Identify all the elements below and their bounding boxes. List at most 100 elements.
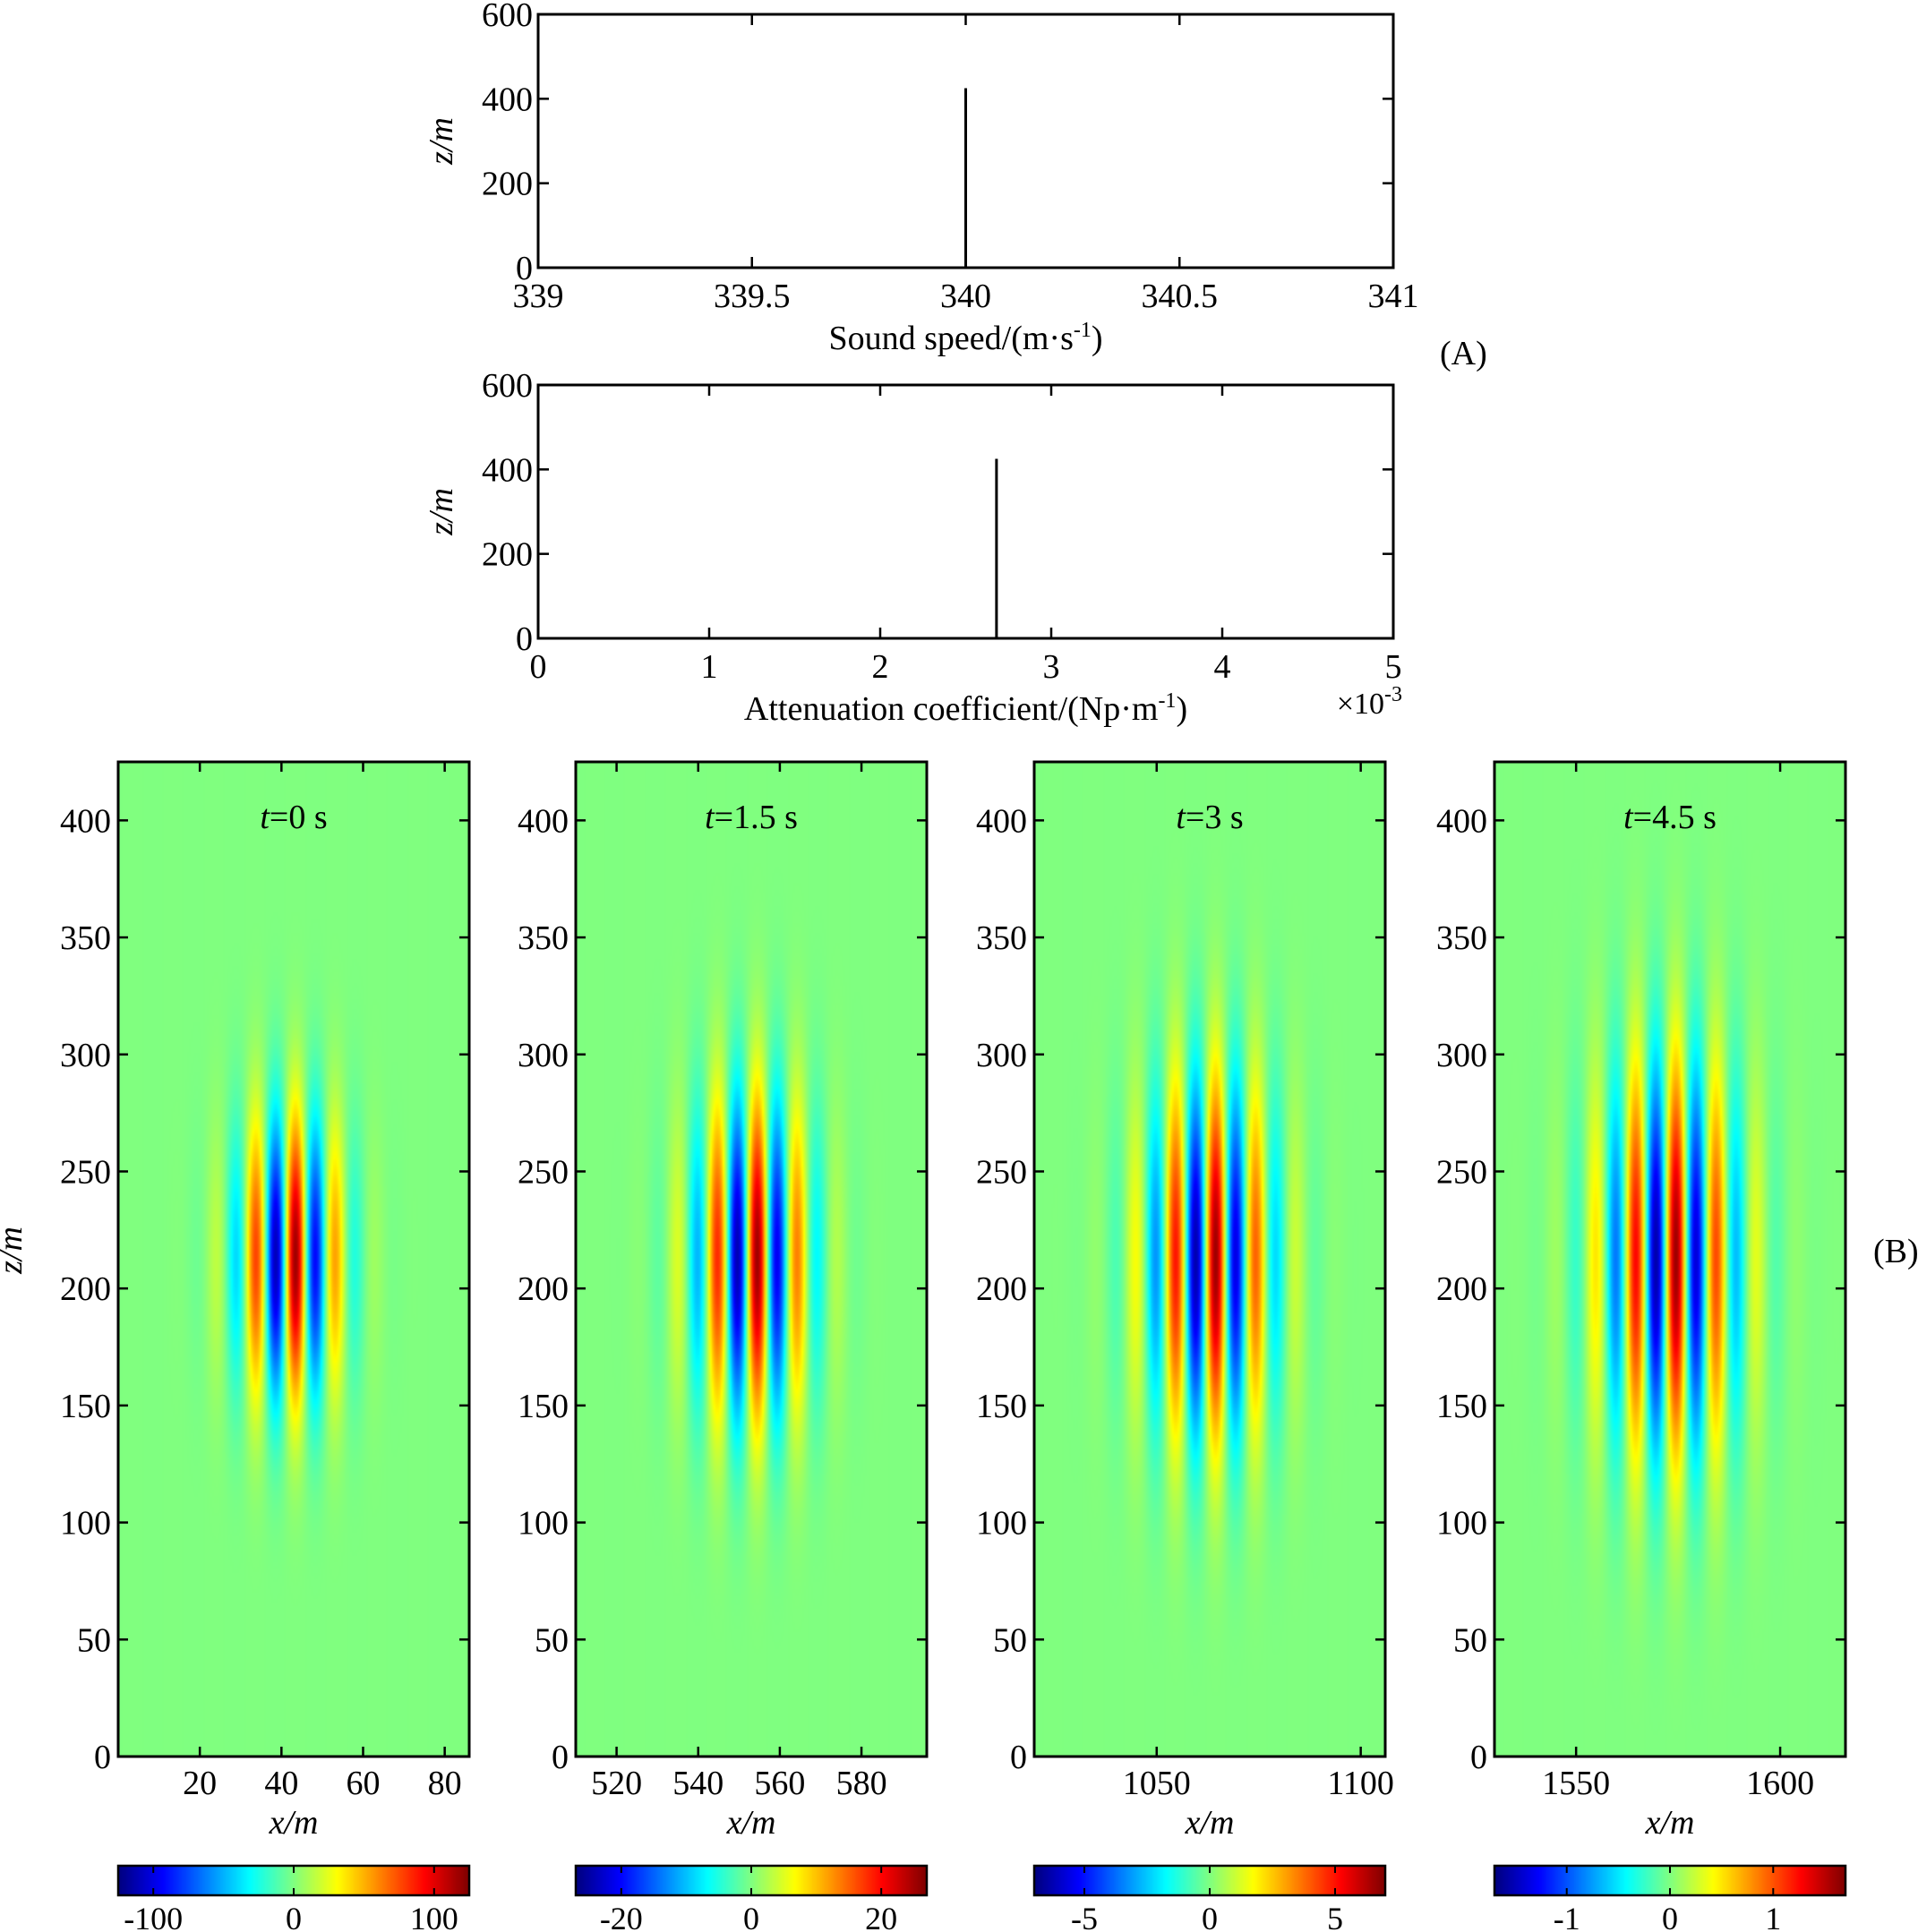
x-axis-label: Attenuation coefficient/(Np·m-1) bbox=[744, 689, 1187, 728]
colorbar-tick-label: -100 bbox=[124, 1901, 183, 1932]
y-tick-label: 0 bbox=[516, 250, 533, 287]
y-tick-label: 150 bbox=[1436, 1388, 1487, 1425]
colorbar-tick-label: -1 bbox=[1554, 1901, 1580, 1932]
y-tick-label: 50 bbox=[993, 1621, 1027, 1659]
x-tick-label: 60 bbox=[346, 1765, 380, 1802]
panel-title-value: =3 s bbox=[1186, 799, 1244, 836]
panel-title-var: t bbox=[260, 799, 270, 836]
x-axis-label: Sound speed/(m·s-1) bbox=[828, 319, 1102, 357]
line-chart-attenuation: 0 1 2 3 4 5 0 200 400 600 Attenuation coefficient/… bbox=[423, 367, 1402, 728]
y-tick-label: 300 bbox=[518, 1037, 569, 1074]
x-tick-label: 1050 bbox=[1123, 1765, 1191, 1802]
y-tick-label: 50 bbox=[1453, 1621, 1487, 1659]
y-tick-label: 600 bbox=[482, 0, 533, 34]
panel-title: t=3 s bbox=[1176, 799, 1243, 836]
y-axis-label-text: z/m bbox=[423, 488, 460, 536]
y-tick-label: 100 bbox=[976, 1505, 1027, 1543]
plot-frame bbox=[116, 760, 471, 1758]
x-tick-label: 5 bbox=[1385, 648, 1402, 686]
y-tick-label: 300 bbox=[1436, 1037, 1487, 1074]
field-image bbox=[118, 762, 469, 1757]
y-tick-label: 300 bbox=[976, 1037, 1027, 1074]
y-tick-label: 250 bbox=[1436, 1153, 1487, 1191]
y-tick-label: 400 bbox=[60, 802, 111, 840]
y-tick-label: 600 bbox=[482, 367, 533, 405]
y-tick-label: 200 bbox=[482, 166, 533, 203]
plot-frame bbox=[1493, 760, 1847, 1758]
colorbar-tick-label: 0 bbox=[743, 1901, 759, 1932]
y-tick-label: 200 bbox=[518, 1270, 569, 1308]
x-tick-label: 1100 bbox=[1327, 1765, 1394, 1802]
y-tick-label: 250 bbox=[518, 1153, 569, 1191]
plot-frame bbox=[536, 383, 1395, 640]
x-axis-label-end: ) bbox=[1092, 320, 1103, 357]
x-tick-label: 2 bbox=[872, 648, 889, 686]
y-tick-label: 400 bbox=[482, 81, 533, 118]
x-tick-label: 40 bbox=[264, 1765, 298, 1802]
y-axis-label: z/m bbox=[423, 117, 460, 166]
y-tick-label: 0 bbox=[1470, 1739, 1487, 1776]
panel-title-value: =4.5 s bbox=[1633, 799, 1717, 836]
heatmap-field-t0: 0 50 100 150 200 250 300 350 400 20 40 60 80 t=0 s x/m… bbox=[0, 760, 471, 1932]
x-tick-label: 339 bbox=[513, 278, 564, 315]
x-tick-label: 580 bbox=[836, 1765, 887, 1802]
x-tick-label: 1550 bbox=[1542, 1765, 1610, 1802]
x-axis-label: x/m bbox=[269, 1804, 319, 1842]
y-tick-label: 100 bbox=[518, 1505, 569, 1543]
y-tick-label: 250 bbox=[60, 1153, 111, 1191]
y-tick-label: 0 bbox=[1010, 1739, 1027, 1776]
panel-title-value: =1.5 s bbox=[715, 799, 798, 836]
y-tick-label: 200 bbox=[482, 536, 533, 574]
y-axis-label-text: z/m bbox=[423, 117, 460, 166]
y-tick-label: 50 bbox=[535, 1621, 569, 1659]
line-chart-sound-speed: 339 339.5 340 340.5 341 0 200 400 600 Sound speed… bbox=[423, 0, 1419, 357]
panel-title-var: t bbox=[1623, 799, 1634, 836]
x-axis-label-main: Sound speed/(m·s bbox=[828, 320, 1073, 357]
y-tick-label: 0 bbox=[516, 620, 533, 658]
colorbar-tick-label: -5 bbox=[1071, 1901, 1098, 1932]
y-tick-label: 350 bbox=[1436, 919, 1487, 957]
y-tick-label: 100 bbox=[1436, 1505, 1487, 1543]
x-tick-label: 3 bbox=[1043, 648, 1060, 686]
colorbar-tick-label: -20 bbox=[600, 1901, 643, 1932]
x-tick-label: 1 bbox=[701, 648, 718, 686]
colorbar-tick-label: 0 bbox=[286, 1901, 302, 1932]
field-image bbox=[1034, 762, 1385, 1757]
panel-title-var: t bbox=[1176, 799, 1186, 836]
panel-title-var: t bbox=[705, 799, 715, 836]
y-axis-label: z/m bbox=[423, 488, 460, 536]
heatmap-field-t4.5: 0 50 100 150 200 250 300 350 400 1550 1600 t=4.5 s x… bbox=[1436, 760, 1847, 1932]
colorbar-field-t4.5: -1 0 1 bbox=[1493, 1864, 1847, 1932]
x-axis-label-main: Attenuation coefficient/(Np·m bbox=[744, 690, 1159, 728]
colorbar-tick-label: 5 bbox=[1327, 1901, 1343, 1932]
y-tick-label: 100 bbox=[60, 1505, 111, 1543]
y-axis-label: z/m bbox=[0, 1227, 30, 1275]
colorbar-field-t3: -5 0 5 bbox=[1032, 1864, 1387, 1932]
y-tick-label: 350 bbox=[518, 919, 569, 957]
panel-b-label: (B) bbox=[1873, 1233, 1918, 1270]
x-tick-label: 0 bbox=[530, 648, 547, 686]
y-tick-label: 400 bbox=[976, 802, 1027, 840]
y-tick-label: 350 bbox=[976, 919, 1027, 957]
y-tick-label: 400 bbox=[1436, 802, 1487, 840]
x-axis-label: x/m bbox=[1645, 1804, 1695, 1842]
x-tick-label: 340.5 bbox=[1142, 278, 1219, 315]
y-tick-label: 350 bbox=[60, 919, 111, 957]
x-tick-label: 520 bbox=[591, 1765, 642, 1802]
plot-frame bbox=[574, 760, 929, 1758]
x-tick-label: 339.5 bbox=[714, 278, 791, 315]
y-tick-label: 400 bbox=[518, 802, 569, 840]
field-image bbox=[576, 762, 927, 1757]
x-tick-label: 20 bbox=[183, 1765, 217, 1802]
colorbar-tick-label: 100 bbox=[410, 1901, 458, 1932]
x-tick-label: 341 bbox=[1368, 278, 1419, 315]
colorbar-tick-label: 1 bbox=[1765, 1901, 1781, 1932]
x-axis-label-sup: -1 bbox=[1074, 319, 1092, 342]
x-tick-label: 80 bbox=[428, 1765, 462, 1802]
colorbar-tick-label: 0 bbox=[1202, 1901, 1218, 1932]
colorbar-tick-label: 0 bbox=[1662, 1901, 1678, 1932]
y-tick-label: 150 bbox=[518, 1388, 569, 1425]
y-tick-label: 200 bbox=[60, 1270, 111, 1308]
